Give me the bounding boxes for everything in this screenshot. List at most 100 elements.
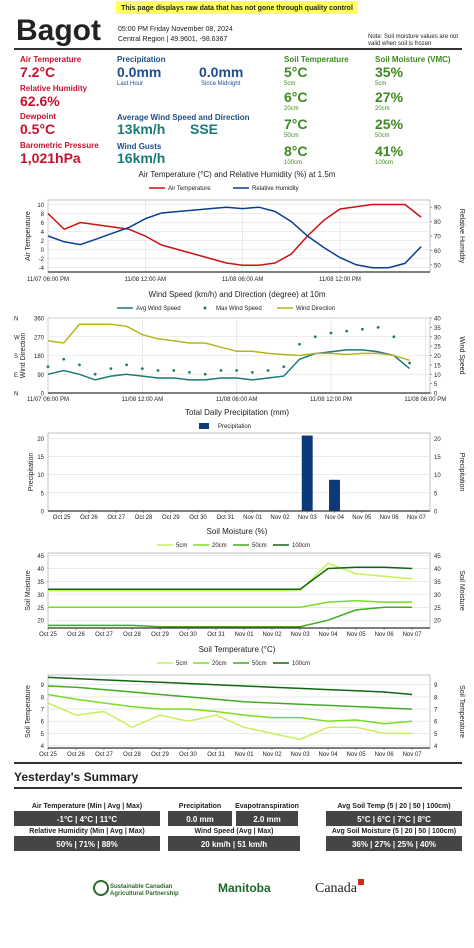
marker (188, 370, 191, 374)
y-tick-label: 7 (434, 708, 438, 714)
depth: 100cm (284, 160, 302, 166)
y-axis-label: Wind Direction (20, 333, 27, 379)
y-tick-label: 8 (41, 212, 45, 218)
y-tick-label: 15 (434, 455, 441, 461)
marker (78, 363, 81, 367)
label: Air Temperature (20, 55, 82, 64)
bar (301, 435, 313, 511)
line (48, 606, 413, 628)
logo: Agricultural Partnership (110, 891, 179, 897)
x-tick-label: Nov 03 (291, 752, 311, 758)
legend-swatch (203, 306, 207, 310)
bar (329, 479, 340, 511)
legend-label: Precipitation (218, 424, 251, 430)
location: Central Region | 49.9601, -98.6367 (118, 36, 227, 43)
y-tick-label: 10 (37, 203, 44, 209)
y-axis-label: Precipitation (28, 453, 35, 492)
chart-title: Soil Moisture (%) (207, 527, 268, 536)
x-tick-label: Nov 02 (263, 752, 283, 758)
y-tick-label: 10 (434, 473, 441, 479)
y2-tick-label: 30 (434, 335, 441, 341)
depth: 100cm (375, 160, 393, 166)
label: Barometric Pressure (20, 141, 99, 150)
summary-value: 50% | 71% | 88% (56, 840, 117, 849)
logo: Manitoba (218, 881, 271, 895)
y2-tick-label: 5 (434, 382, 438, 388)
line (47, 206, 422, 269)
x-tick-label: Oct 27 (95, 632, 113, 638)
summary-label: Avg Soil Temp (5 | 20 | 50 | 100cm) (337, 803, 450, 810)
y-tick-label: 5 (434, 491, 438, 497)
direction-label: N (14, 317, 18, 323)
x-tick-label: Oct 25 (39, 752, 57, 758)
y2-tick-label: 25 (434, 345, 441, 351)
y-tick-label: 0 (41, 248, 45, 254)
y-tick-label: 5 (434, 732, 438, 738)
marker (156, 369, 160, 372)
x-tick-label: 11/08 12:00 AM (122, 397, 164, 403)
y2-tick-label: 0 (434, 392, 438, 398)
marker (219, 369, 223, 372)
line (48, 562, 413, 592)
y2-tick-label: 15 (434, 363, 441, 369)
summary-value: 36% | 27% | 25% | 40% (352, 840, 436, 849)
depth: 50cm (284, 133, 299, 139)
label: Soil Temperature (284, 55, 349, 64)
x-tick-label: Nov 04 (319, 752, 339, 758)
direction-label: E (14, 373, 18, 379)
line (47, 702, 413, 741)
x-tick-label: Nov 06 (375, 752, 395, 758)
value: 7.2°C (20, 64, 55, 80)
chart-title: Total Daily Precipitation (mm) (185, 408, 289, 417)
legend-label: 50cm (252, 661, 267, 667)
logo: Sustainable Canadian (110, 884, 173, 890)
summary-value: 0.0 mm (186, 815, 214, 824)
marker (203, 372, 207, 376)
legend-swatch (199, 423, 209, 429)
x-tick-label: Oct 26 (67, 632, 85, 638)
summary-label: Relative Humidity (Min | Avg | Max) (29, 828, 144, 835)
x-tick-label: Oct 27 (107, 515, 125, 521)
x-tick-label: Nov 01 (235, 752, 255, 758)
x-tick-label: 11/08 12:00 PM (319, 277, 361, 283)
depth: 5cm (375, 81, 386, 87)
plot-area (47, 674, 431, 749)
depth: 20cm (375, 106, 390, 112)
x-tick-label: Nov 07 (407, 515, 427, 521)
x-tick-label: Nov 06 (380, 515, 400, 521)
value: 62.6% (20, 93, 60, 109)
marker (109, 367, 113, 371)
x-tick-label: 11/08 12:00 AM (125, 277, 167, 283)
legend-label: Wind Direction (296, 306, 335, 312)
direction-label: W (14, 335, 20, 341)
line (47, 685, 413, 710)
y-tick-label: 20 (434, 619, 441, 625)
summary-label: Air Temperature (Min | Avg | Max) (32, 803, 142, 810)
x-tick-label: 11/08 06:00 PM (404, 397, 446, 403)
x-tick-label: Oct 30 (179, 632, 197, 638)
legend-label: 100cm (292, 543, 310, 549)
y-tick-label: 6 (434, 720, 438, 726)
x-tick-label: Nov 06 (375, 632, 395, 638)
line (48, 600, 413, 609)
y2-axis-label: Precipitation (458, 453, 465, 492)
logo: Canada (315, 881, 358, 896)
summary-box (14, 836, 160, 851)
label: Relative Humidity (20, 84, 88, 93)
y2-axis-label: Wind Speed (458, 336, 465, 374)
direction-label: N (14, 392, 18, 398)
chart-title: Soil Temperature (°C) (199, 645, 276, 654)
x-tick-label: Oct 25 (39, 632, 57, 638)
label: Wind Gusts (117, 142, 162, 151)
marker (125, 363, 129, 367)
y-tick-label: 10 (37, 473, 44, 479)
depth: 5cm (284, 81, 295, 87)
summary-label: Evapotranspiration (235, 803, 299, 810)
y2-tick-label: 70 (434, 235, 441, 241)
y2-tick-label: 50 (434, 263, 441, 269)
y-tick-label: 9 (434, 683, 438, 689)
station-name: Bagot (16, 14, 101, 47)
plot-area (47, 432, 431, 512)
y-tick-label: 45 (37, 554, 44, 560)
